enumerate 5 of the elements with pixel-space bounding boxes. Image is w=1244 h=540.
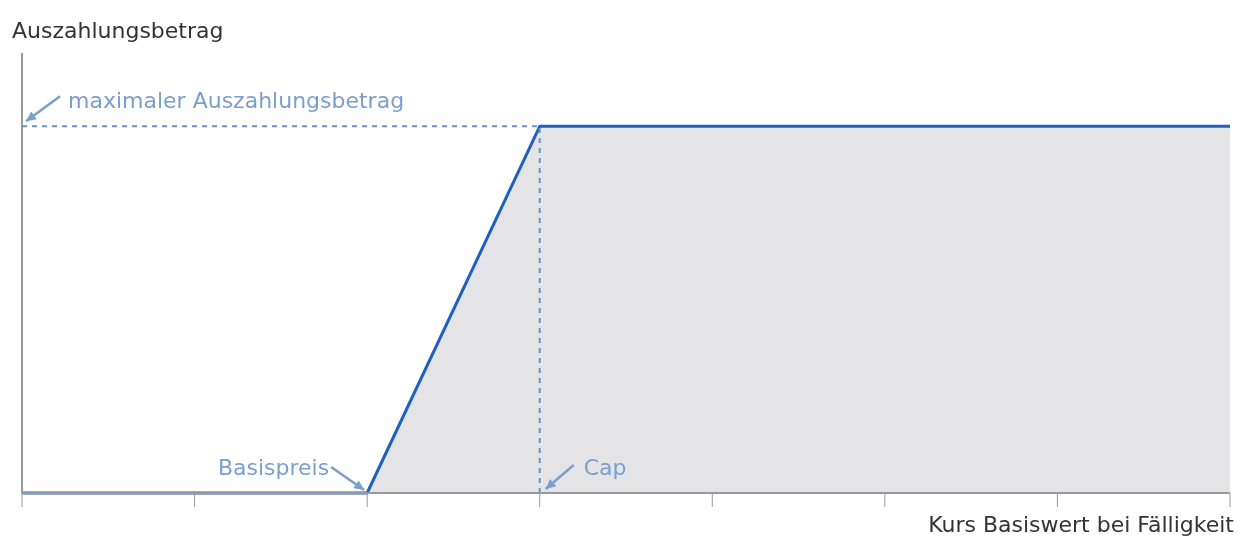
annotation: Basispreis — [217, 455, 330, 480]
legend-label: maximaler Auszahlungsbetrag — [68, 88, 405, 114]
x-axis-title: Kurs Basiswert bei Fälligkeit — [928, 512, 1235, 537]
text: Cap — [583, 455, 627, 480]
y-axis-title: Auszahlungsbetrag — [12, 18, 224, 43]
